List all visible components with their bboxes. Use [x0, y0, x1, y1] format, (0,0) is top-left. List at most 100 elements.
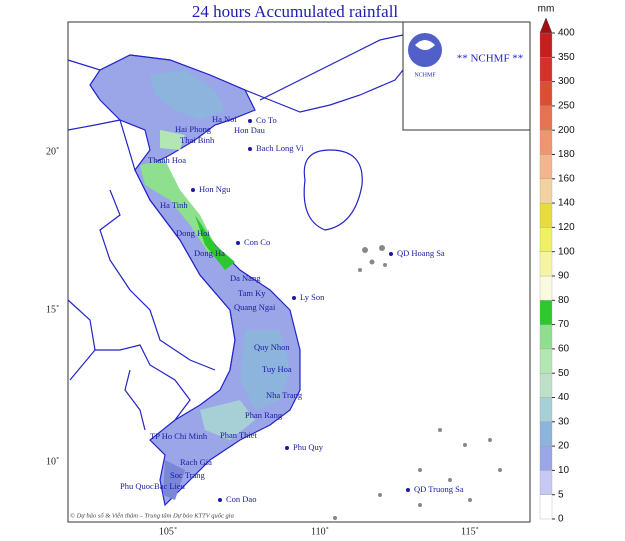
colorbar-label: 300 [558, 76, 575, 87]
place-label: Da Nang [230, 273, 261, 283]
shade [150, 70, 225, 120]
lon-label: 105˚ [159, 526, 177, 537]
place-dot [292, 296, 296, 300]
place-dot [389, 252, 393, 256]
place-label: Hai Phong [175, 124, 212, 134]
lon-label: 110˚ [311, 526, 329, 537]
lat-label: 20˚ [46, 146, 59, 157]
shade [240, 330, 290, 410]
place-label: Tam Ky [238, 288, 266, 298]
colorbar-segment [539, 227, 553, 252]
colorbar-segment [539, 130, 553, 155]
colorbar-segment [539, 202, 553, 228]
place-label: Phu Quoc [120, 481, 154, 491]
place-label: Dong Ha [194, 248, 225, 258]
place-label: QD Hoang Sa [397, 248, 445, 258]
colorbar-segment [539, 178, 553, 204]
colorbar-segment [539, 105, 553, 131]
islands [333, 245, 502, 520]
place-dot [218, 498, 222, 502]
colorbar-label: 20 [558, 441, 570, 452]
place-dot [248, 119, 252, 123]
place-label: Phu Quy [293, 442, 324, 452]
lon-label: 115˚ [461, 526, 479, 537]
place-label: Quang Ngai [234, 302, 276, 312]
lat-label: 10˚ [46, 456, 59, 467]
place-label: Ly Son [300, 292, 325, 302]
colorbar-segment [539, 470, 553, 495]
place-label: Quy Nhon [254, 342, 290, 352]
colorbar-segment [539, 32, 553, 58]
place-label: TP Ho Chi Minh [150, 431, 208, 441]
place-dot [285, 446, 289, 450]
colorbar-label: 160 [558, 173, 575, 184]
place-label: Thai Binh [180, 135, 215, 145]
colorbar-segment [539, 81, 553, 107]
colorbar-label: 180 [558, 149, 575, 160]
colorbar-label: 50 [558, 368, 570, 379]
colorbar-segment [539, 494, 553, 520]
colorbar-label: 90 [558, 271, 570, 282]
place-dot [236, 241, 240, 245]
colorbar-label: 10 [558, 465, 570, 476]
place-label: Rach Gia [180, 457, 212, 467]
colorbar-label: 5 [558, 489, 564, 500]
colorbar-extend [539, 17, 553, 34]
place-label: Soc Trang [170, 470, 205, 480]
title: 24 hours Accumulated rainfall [192, 2, 399, 21]
colorbar-segment [539, 300, 553, 325]
colorbar-segment [539, 324, 553, 350]
place-label: Ha Noi [212, 114, 237, 124]
place-label: Bach Long Vi [256, 143, 304, 153]
colorbar-segment [539, 397, 553, 422]
colorbar-label: 400 [558, 28, 575, 39]
shade [195, 215, 235, 270]
colorbar-label: 140 [558, 198, 575, 209]
colorbar-segment [539, 251, 553, 277]
colorbar-label: 80 [558, 295, 570, 306]
place-label: Tuy Hoa [262, 364, 292, 374]
colorbar-unit: mm [538, 4, 555, 15]
place-label: Nha Trang [266, 390, 303, 400]
lat-label: 15˚ [46, 304, 59, 315]
place-label: Thanh Hoa [148, 155, 186, 165]
colorbar-label: 100 [558, 246, 575, 257]
colorbar-segment [539, 373, 553, 398]
colorbar-label: 250 [558, 101, 575, 112]
colorbar-label: 40 [558, 392, 570, 403]
colorbar-label: 350 [558, 52, 575, 63]
colorbar-segment [539, 421, 553, 447]
shade [140, 160, 215, 255]
shade [160, 130, 185, 150]
colorbar-segment [539, 445, 553, 471]
shade [200, 400, 255, 440]
colorbar-label: 60 [558, 344, 570, 355]
shade [163, 460, 185, 500]
place-dot [406, 488, 410, 492]
footer: © Dự báo số & Viễn thám – Trung tâm Dự b… [70, 512, 234, 519]
logo-small: NCHMF [414, 72, 436, 78]
colorbar-segment [539, 348, 553, 374]
place-label: QD Truong Sa [414, 484, 464, 494]
colorbar-label: 0 [558, 514, 564, 525]
place-label: Hon Dau [234, 125, 266, 135]
place-dot [248, 147, 252, 151]
colorbar-label: 30 [558, 416, 570, 427]
colorbar-segment [539, 275, 553, 301]
place-label: Ha Tinh [160, 200, 188, 210]
colorbar-label: 200 [558, 125, 575, 136]
place-label: Phan Rang [245, 410, 283, 420]
colorbar-segment [539, 154, 553, 179]
place-label: Bac Lieu [154, 481, 186, 491]
colorbar-label: 70 [558, 319, 570, 330]
place-label: Con Dao [226, 494, 256, 504]
place-label: Hon Ngu [199, 184, 231, 194]
colorbar-label: 120 [558, 222, 575, 233]
logo-icon [415, 40, 435, 50]
place-label: Phan Thiet [220, 430, 258, 440]
place-label: Con Co [244, 237, 270, 247]
place-dot [191, 188, 195, 192]
place-label: Co To [256, 115, 277, 125]
